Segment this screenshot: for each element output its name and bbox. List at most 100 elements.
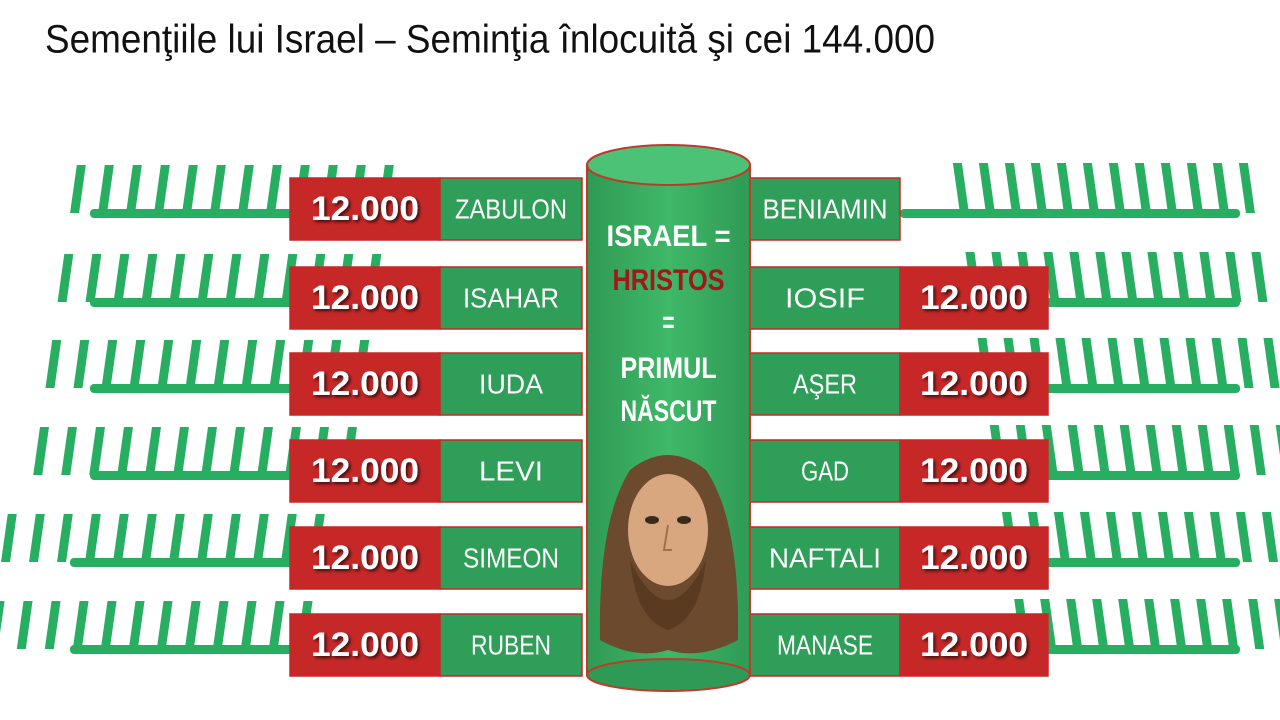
comb-tooth <box>952 163 969 213</box>
comb-tooth <box>1199 252 1216 302</box>
comb-tooth <box>1237 338 1254 388</box>
count: 12.000 <box>311 452 419 490</box>
comb-tooth <box>1144 599 1161 649</box>
comb-tooth <box>1159 338 1176 388</box>
comb-tooth <box>1092 599 1109 649</box>
comb-tooth <box>1211 338 1228 388</box>
comb-tooth <box>169 254 186 302</box>
center-line: = <box>663 306 675 339</box>
count: 12.000 <box>311 365 419 403</box>
comb-tooth <box>29 514 45 562</box>
center-line: NĂSCUT <box>621 394 717 428</box>
comb-tooth <box>1185 338 1202 388</box>
comb-tooth <box>201 427 217 475</box>
count-box <box>899 266 1049 330</box>
comb-tooth <box>72 601 89 649</box>
comb-tooth <box>241 340 258 388</box>
comb-tooth <box>257 427 273 475</box>
comb-tooth <box>73 340 90 388</box>
comb-tooth <box>1209 512 1226 562</box>
count-box <box>899 439 1049 503</box>
count: 12.000 <box>311 190 419 228</box>
comb-tooth <box>154 165 170 213</box>
comb-tooth <box>57 514 73 562</box>
comb-tooth <box>1223 425 1240 475</box>
comb-tooth <box>85 254 102 302</box>
comb-tooth <box>141 514 157 562</box>
tribe-name: GAD <box>801 455 849 486</box>
comb-tooth <box>129 340 146 388</box>
comb-tooth <box>141 254 158 302</box>
comb-tooth <box>98 165 114 213</box>
comb-tooth <box>1225 252 1242 302</box>
count: 12.000 <box>920 279 1028 317</box>
comb-tooth <box>1004 163 1021 213</box>
comb-tooth <box>100 601 117 649</box>
tribe-name: IOSIF <box>785 282 865 313</box>
cylinder-top <box>586 144 751 186</box>
name-box <box>439 177 583 241</box>
comb-tooth <box>281 514 297 562</box>
count-box <box>289 613 441 677</box>
comb-tooth <box>1043 252 1060 302</box>
comb-tooth <box>1041 425 1058 475</box>
name-box <box>439 266 583 330</box>
count: 12.000 <box>311 626 419 664</box>
comb-tooth <box>1053 512 1070 562</box>
comb-tooth <box>44 601 61 649</box>
comb-tooth <box>1121 252 1138 302</box>
comb-tooth <box>45 340 62 388</box>
tribe-name: NAFTALI <box>769 542 881 573</box>
tribe-name: SIMEON <box>463 542 559 573</box>
comb-tooth <box>1 514 17 562</box>
comb-tooth <box>1251 252 1268 302</box>
comb-tooth <box>212 601 229 649</box>
count: 12.000 <box>920 539 1028 577</box>
count-box <box>899 526 1049 590</box>
comb-tooth <box>213 340 230 388</box>
comb-tooth <box>1095 252 1112 302</box>
comb-tooth <box>1183 512 1200 562</box>
name-box <box>439 439 583 503</box>
comb-tooth <box>70 165 86 213</box>
count-box <box>289 526 441 590</box>
name-box <box>749 439 901 503</box>
comb-tooth <box>157 340 174 388</box>
comb-tooth <box>1222 599 1239 649</box>
tribe-name: AŞER <box>793 368 857 399</box>
comb-tooth <box>1056 163 1073 213</box>
comb-tooth <box>1066 599 1083 649</box>
comb-tooth <box>1275 425 1280 475</box>
count-box <box>289 352 441 416</box>
count-box <box>899 613 1049 677</box>
comb-base <box>900 209 1240 218</box>
comb-tooth <box>113 254 130 302</box>
portrait <box>599 455 739 654</box>
comb-tooth <box>238 165 254 213</box>
comb-tooth <box>1157 512 1174 562</box>
comb-tooth <box>229 427 245 475</box>
count: 12.000 <box>311 279 419 317</box>
comb-tooth <box>253 254 270 302</box>
comb-tooth <box>1119 425 1136 475</box>
comb-tooth <box>101 340 118 388</box>
comb-tooth <box>1171 425 1188 475</box>
title: Semenţiile lui Israel – Seminţia înlocui… <box>45 18 935 62</box>
comb-tooth <box>1263 338 1280 388</box>
comb-tooth <box>1274 599 1280 649</box>
comb-tooth <box>1107 338 1124 388</box>
comb-tooth <box>1118 599 1135 649</box>
tribe-name: LEVI <box>479 455 543 486</box>
comb-tooth <box>266 165 282 213</box>
comb-tooth <box>253 514 269 562</box>
comb-tooth <box>1067 425 1084 475</box>
center-line: PRIMUL <box>621 352 717 385</box>
comb-tooth <box>185 340 202 388</box>
cylinder-bottom <box>586 658 751 692</box>
cylinder: ISRAEL = HRISTOS = PRIMUL NĂSCUT <box>586 144 751 692</box>
comb-tooth <box>1147 252 1164 302</box>
comb-tooth <box>182 165 198 213</box>
comb-tooth <box>61 427 77 475</box>
comb-tooth <box>1069 252 1086 302</box>
tribe-name: MANASE <box>777 629 873 660</box>
